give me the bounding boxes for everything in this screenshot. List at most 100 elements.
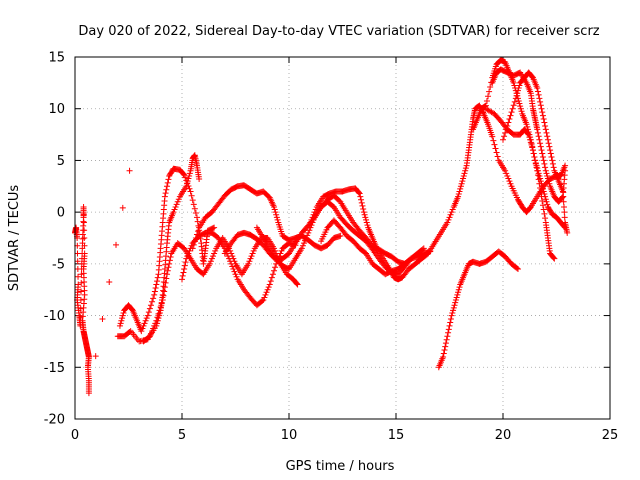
data-point — [537, 143, 544, 150]
data-point — [551, 255, 558, 262]
data-point — [163, 186, 170, 193]
data-point — [540, 206, 547, 213]
data-point — [232, 271, 239, 278]
data-point — [154, 278, 161, 285]
data-point — [460, 175, 467, 182]
x-tick-label: 15 — [388, 428, 405, 443]
data-point — [490, 137, 497, 144]
data-point — [308, 216, 315, 223]
data-point — [357, 193, 364, 200]
data-point — [186, 247, 193, 254]
data-point — [211, 224, 218, 231]
data-point — [449, 206, 456, 213]
series-early-scatter — [72, 167, 133, 397]
x-axis-label: GPS time / hours — [286, 459, 395, 474]
data-point — [516, 82, 523, 89]
data-point — [539, 112, 546, 119]
data-point — [363, 219, 370, 226]
data-point — [191, 205, 198, 212]
data-point — [81, 235, 88, 241]
data-point — [445, 329, 452, 336]
data-point — [550, 164, 557, 171]
data-point — [74, 258, 81, 265]
data-point — [190, 201, 197, 208]
data-point — [262, 291, 269, 298]
data-point — [126, 167, 133, 174]
data-point — [515, 97, 522, 104]
data-point — [164, 267, 171, 274]
data-point — [540, 188, 547, 195]
data-point — [312, 206, 319, 213]
data-point — [492, 145, 499, 152]
y-tick-label: 15 — [48, 51, 65, 66]
data-point — [247, 255, 254, 262]
data-point — [560, 203, 567, 210]
data-point — [151, 291, 158, 298]
data-point — [441, 347, 448, 354]
data-point — [263, 289, 270, 296]
data-point — [264, 286, 271, 293]
data-point — [140, 322, 147, 329]
data-point — [476, 102, 483, 109]
data-point — [447, 211, 454, 218]
data-point — [81, 242, 88, 249]
data-point — [184, 180, 191, 187]
data-point — [162, 190, 169, 197]
data-point — [542, 122, 549, 129]
data-point — [537, 185, 544, 192]
data-point — [517, 103, 524, 110]
data-point — [186, 185, 193, 192]
data-point — [185, 250, 192, 257]
data-point — [155, 310, 162, 317]
data-point — [514, 90, 521, 97]
data-point — [541, 119, 548, 126]
data-point — [157, 303, 164, 310]
data-point — [116, 322, 123, 329]
x-tick-label: 5 — [178, 428, 186, 443]
data-point — [85, 390, 92, 397]
data-point — [146, 333, 153, 340]
data-point — [462, 167, 469, 174]
data-point — [491, 141, 498, 148]
data-point — [530, 150, 537, 157]
series-arc-12 — [489, 66, 569, 205]
data-point — [151, 288, 158, 295]
data-point — [233, 273, 240, 280]
data-point — [514, 266, 521, 273]
data-point — [445, 326, 452, 333]
data-point — [158, 300, 165, 307]
data-point — [208, 255, 215, 262]
data-point — [539, 150, 546, 157]
data-point — [293, 280, 300, 287]
data-point — [443, 336, 450, 343]
data-point — [186, 170, 193, 177]
data-point — [162, 279, 169, 286]
data-point — [544, 136, 551, 143]
data-point — [260, 297, 267, 304]
data-point — [386, 266, 393, 273]
data-point — [226, 255, 233, 262]
data-point — [362, 214, 369, 221]
data-point — [80, 219, 87, 226]
data-point — [536, 172, 543, 179]
data-point — [534, 85, 541, 92]
data-point — [544, 172, 551, 179]
data-point — [360, 209, 367, 216]
y-tick-label: 5 — [57, 154, 65, 169]
data-point — [81, 227, 88, 234]
data-point — [259, 297, 266, 304]
data-point — [541, 191, 548, 198]
data-point — [532, 157, 539, 164]
data-point — [117, 320, 124, 327]
data-point — [542, 215, 549, 222]
data-point — [389, 271, 396, 278]
data-point — [249, 250, 256, 257]
data-point — [545, 178, 552, 185]
data-point — [482, 103, 489, 110]
data-point — [190, 241, 197, 248]
data-point — [503, 126, 510, 133]
data-point — [504, 172, 511, 179]
data-point — [529, 73, 536, 80]
data-point — [510, 102, 517, 109]
